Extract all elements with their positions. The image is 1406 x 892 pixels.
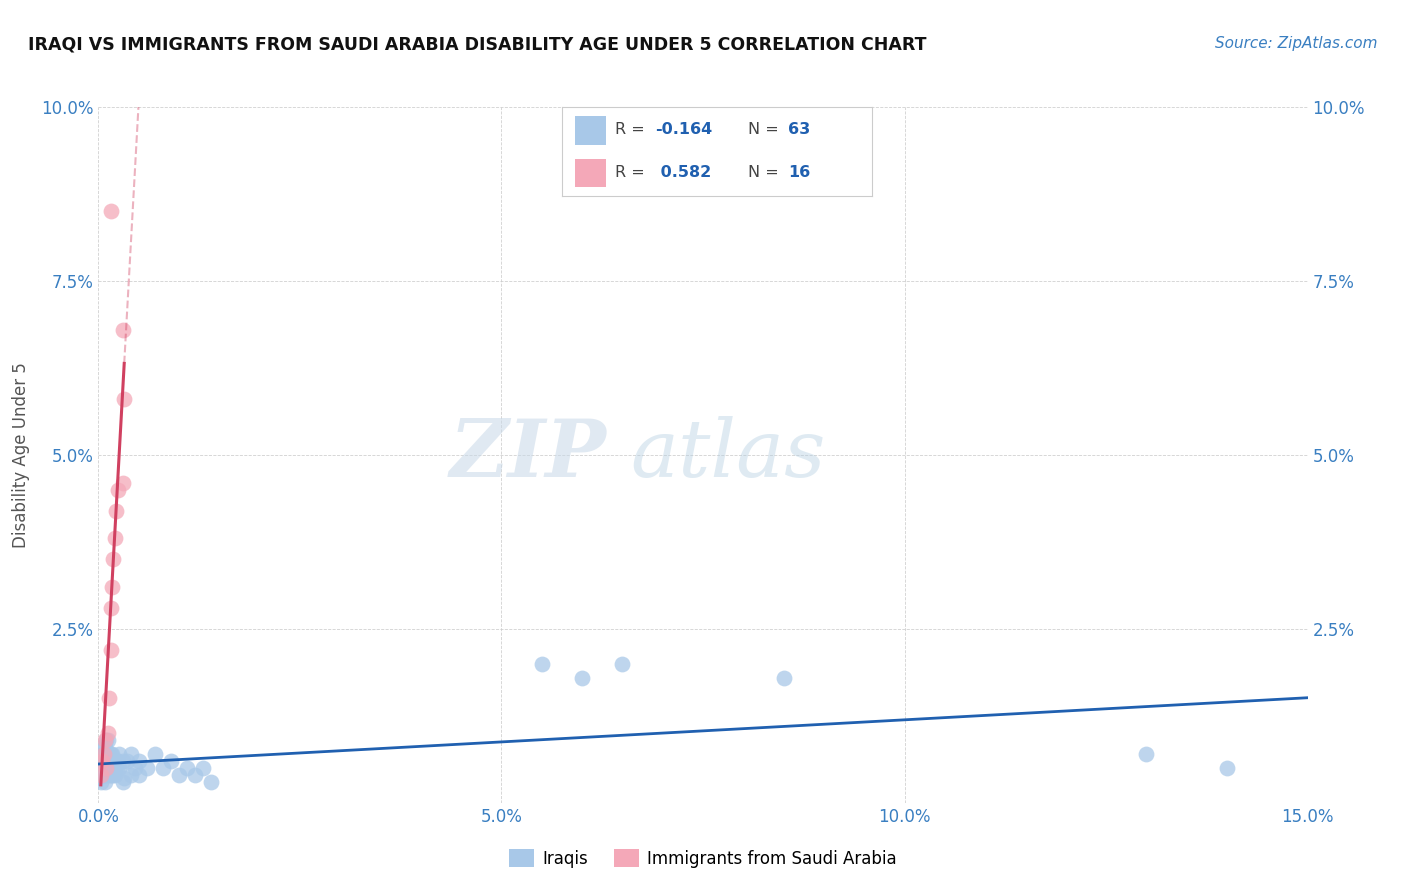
Point — [1135, 747, 1157, 761]
Point — [101, 747, 124, 761]
Point — [91, 761, 114, 775]
Point — [101, 552, 124, 566]
Point — [100, 747, 122, 761]
Point — [176, 761, 198, 775]
Point — [96, 761, 118, 775]
Point — [100, 768, 122, 782]
Text: N =: N = — [748, 122, 785, 137]
Point — [128, 768, 150, 782]
FancyBboxPatch shape — [575, 116, 606, 145]
Point — [96, 768, 118, 782]
Legend: Iraqis, Immigrants from Saudi Arabia: Iraqis, Immigrants from Saudi Arabia — [503, 843, 903, 874]
Point — [90, 768, 112, 782]
Point — [96, 761, 118, 775]
Point — [108, 747, 131, 761]
Point — [143, 747, 166, 761]
Point — [94, 747, 117, 761]
Text: IRAQI VS IMMIGRANTS FROM SAUDI ARABIA DISABILITY AGE UNDER 5 CORRELATION CHART: IRAQI VS IMMIGRANTS FROM SAUDI ARABIA DI… — [28, 36, 927, 54]
Text: -0.164: -0.164 — [655, 122, 713, 137]
Point — [97, 691, 120, 706]
Point — [193, 761, 215, 775]
Y-axis label: Disability Age Under 5: Disability Age Under 5 — [11, 362, 30, 548]
Point — [93, 747, 115, 761]
Point — [96, 733, 118, 747]
Point — [101, 761, 124, 775]
Point — [115, 754, 138, 768]
Point — [107, 761, 129, 775]
Text: 63: 63 — [789, 122, 810, 137]
Point — [772, 671, 794, 685]
Point — [103, 768, 125, 782]
Point — [105, 503, 128, 517]
Point — [91, 740, 114, 755]
Point — [101, 768, 124, 782]
Point — [93, 768, 115, 782]
FancyBboxPatch shape — [575, 159, 606, 187]
Point — [94, 740, 117, 755]
Point — [97, 747, 120, 761]
Point — [100, 642, 122, 657]
Point — [111, 323, 134, 337]
Point — [97, 733, 120, 747]
Point — [100, 601, 122, 615]
Text: atlas: atlas — [630, 417, 825, 493]
Text: R =: R = — [614, 122, 650, 137]
Text: Source: ZipAtlas.com: Source: ZipAtlas.com — [1215, 36, 1378, 51]
Point — [101, 580, 124, 594]
Point — [100, 204, 122, 219]
Point — [94, 761, 117, 775]
Point — [97, 747, 120, 761]
Point — [160, 754, 183, 768]
Point — [184, 768, 207, 782]
Point — [89, 761, 111, 775]
Point — [91, 747, 114, 761]
Point — [94, 733, 117, 747]
Point — [120, 747, 142, 761]
Point — [530, 657, 553, 671]
Point — [124, 761, 146, 775]
Point — [152, 761, 174, 775]
Point — [100, 761, 122, 775]
Point — [107, 754, 129, 768]
Point — [98, 768, 121, 782]
Point — [111, 754, 134, 768]
Text: R =: R = — [614, 165, 650, 180]
Point — [103, 761, 125, 775]
Point — [91, 754, 114, 768]
Point — [90, 768, 112, 782]
Point — [112, 772, 135, 786]
Point — [97, 726, 120, 740]
Point — [105, 754, 128, 768]
Point — [94, 775, 117, 789]
Point — [100, 754, 122, 768]
Point — [98, 754, 121, 768]
Point — [105, 761, 128, 775]
Point — [111, 475, 134, 490]
Point — [112, 392, 135, 407]
Point — [120, 768, 142, 782]
Point — [104, 761, 127, 775]
Text: ZIP: ZIP — [450, 417, 606, 493]
Point — [96, 754, 118, 768]
Text: N =: N = — [748, 165, 785, 180]
Point — [135, 761, 157, 775]
Point — [93, 754, 115, 768]
Point — [167, 768, 190, 782]
Point — [90, 775, 112, 789]
Point — [128, 754, 150, 768]
Point — [107, 483, 129, 497]
Point — [111, 775, 134, 789]
Point — [612, 657, 634, 671]
Point — [571, 671, 593, 685]
Point — [97, 761, 120, 775]
Point — [91, 754, 114, 768]
Point — [200, 775, 222, 789]
Text: 0.582: 0.582 — [655, 165, 711, 180]
Text: 16: 16 — [789, 165, 810, 180]
Point — [1216, 761, 1239, 775]
Point — [103, 754, 125, 768]
Point — [103, 532, 125, 546]
